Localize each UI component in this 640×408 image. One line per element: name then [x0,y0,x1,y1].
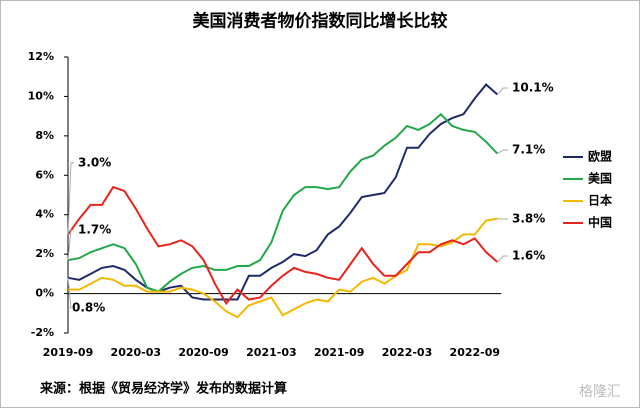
series-line [67,112,499,293]
y-tick-label: 12% [28,50,54,63]
legend-label: 美国 [588,171,612,186]
annotation: 3.0% [78,156,111,170]
source: 来源：根据《贸易经济学》发布的数据计算 [39,381,287,397]
series-line [67,83,499,301]
x-tick-label: 2022-03 [382,346,433,359]
annotation: 7.1% [512,143,545,157]
y-tick-label: -2% [31,326,54,339]
legend-label: 中国 [588,215,612,230]
annotation: 10.1% [512,81,554,95]
annotation: 1.6% [512,249,545,263]
y-tick-label: 6% [35,168,54,181]
series-line [67,185,499,306]
x-tick-label: 2019-09 [43,346,94,359]
leader-line [497,87,508,95]
y-tick-label: 10% [28,89,54,102]
leader-line [67,229,74,261]
leader-line [67,162,74,235]
chart-title: 美国消费者物价指数同比增长比较 [193,11,448,32]
leader-line [67,277,72,309]
y-tick-label: 8% [35,129,54,142]
leader-line [497,149,508,155]
x-tick-label: 2022-09 [450,346,501,359]
legend-label: 日本 [588,193,612,208]
annotation: 0.8% [72,301,105,315]
leader-line [497,255,508,263]
x-tick-label: 2021-09 [314,346,365,359]
y-tick-label: 2% [35,247,54,260]
x-tick-label: 2020-03 [111,346,162,359]
annotation: 1.7% [78,223,111,237]
series-line [68,217,498,319]
y-tick-label: 0% [35,287,54,300]
x-tick-label: 2021-03 [246,346,297,359]
y-tick-label: 4% [35,208,54,221]
annotation: 3.8% [512,212,545,226]
x-tick-label: 2020-09 [178,346,229,359]
watermark: 格隆汇 [579,384,621,400]
legend-label: 欧盟 [588,149,612,164]
